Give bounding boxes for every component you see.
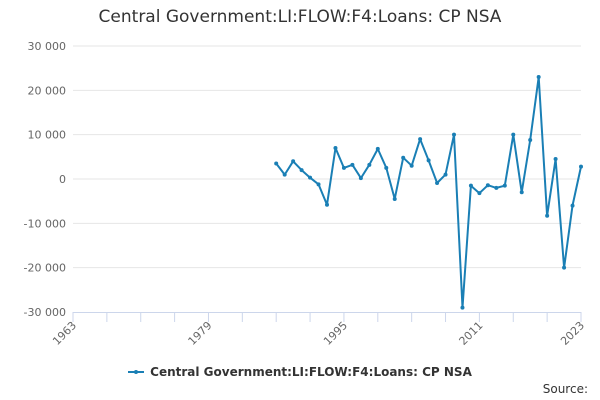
data-point[interactable]	[325, 202, 329, 207]
x-axis	[72, 312, 582, 322]
source-label: Source:	[542, 382, 588, 396]
data-point[interactable]	[570, 203, 575, 208]
x-tick-label: 2023	[558, 319, 587, 348]
data-point[interactable]	[367, 162, 372, 167]
legend-label: Central Government:LI:FLOW:F4:Loans: CP …	[150, 365, 472, 379]
y-tick-label: 10 000	[28, 129, 67, 142]
data-point[interactable]	[528, 137, 533, 142]
legend[interactable]: Central Government:LI:FLOW:F4:Loans: CP …	[0, 365, 600, 380]
x-tick-label: 2011	[457, 319, 486, 348]
data-point[interactable]	[443, 172, 448, 177]
data-point[interactable]	[282, 172, 287, 177]
data-point[interactable]	[460, 305, 465, 310]
data-point[interactable]	[274, 161, 279, 166]
chart-title: Central Government:LI:FLOW:F4:Loans: CP …	[98, 7, 502, 27]
y-tick-label: -30 000	[24, 306, 66, 319]
y-tick-label: -10 000	[24, 217, 66, 230]
data-point[interactable]	[426, 158, 431, 163]
data-point[interactable]	[350, 162, 355, 167]
data-point[interactable]	[452, 132, 456, 137]
y-tick-label: 30 000	[28, 40, 67, 53]
data-point[interactable]	[308, 175, 313, 180]
legend-swatch	[128, 367, 145, 377]
y-tick-label: -20 000	[24, 262, 66, 275]
data-point[interactable]	[291, 159, 296, 164]
data-point[interactable]	[358, 176, 363, 181]
data-point[interactable]	[511, 132, 516, 137]
x-axis-labels: 1963 1979 1995 2011 2023	[50, 319, 587, 348]
y-axis-labels: -30 000 -20 000 -10 000 0 10 000 20 000 30 000	[24, 40, 66, 319]
data-point[interactable]	[435, 180, 440, 185]
data-point[interactable]	[384, 165, 389, 170]
data-point[interactable]	[485, 183, 490, 188]
data-point[interactable]	[392, 196, 397, 201]
series-line	[275, 76, 582, 309]
x-tick-label: 1963	[50, 319, 79, 348]
data-point[interactable]	[409, 163, 414, 168]
data-point[interactable]	[333, 145, 338, 150]
data-point[interactable]	[579, 164, 583, 169]
data-point[interactable]	[418, 137, 423, 142]
data-point[interactable]	[375, 146, 380, 151]
series-group	[274, 75, 583, 310]
data-point[interactable]	[562, 265, 567, 270]
data-point[interactable]	[545, 213, 550, 218]
x-tick-label: 1995	[321, 319, 350, 348]
data-point[interactable]	[468, 183, 473, 188]
data-point[interactable]	[401, 155, 406, 160]
y-tick-label: 0	[59, 173, 66, 186]
data-point[interactable]	[553, 157, 558, 162]
y-tick-label: 20 000	[28, 84, 67, 97]
gridlines	[73, 45, 581, 269]
data-point[interactable]	[477, 191, 482, 196]
data-point[interactable]	[299, 168, 304, 173]
data-point[interactable]	[494, 185, 499, 190]
data-point[interactable]	[502, 183, 507, 188]
data-point[interactable]	[536, 75, 541, 80]
data-point[interactable]	[519, 190, 524, 195]
data-point[interactable]	[316, 182, 321, 187]
x-tick-label: 1979	[186, 319, 215, 348]
data-point[interactable]	[341, 165, 346, 170]
